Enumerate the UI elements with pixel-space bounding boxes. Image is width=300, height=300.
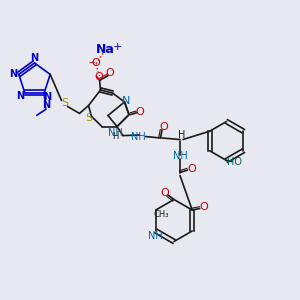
Text: S: S xyxy=(85,113,92,123)
Text: O: O xyxy=(200,202,208,212)
Text: O: O xyxy=(135,106,144,117)
Text: CH₃: CH₃ xyxy=(154,210,169,219)
Text: +: + xyxy=(112,41,122,52)
Text: O: O xyxy=(188,164,196,175)
Text: O: O xyxy=(94,71,103,82)
Text: NH: NH xyxy=(130,131,146,142)
Text: S: S xyxy=(61,98,68,109)
Text: Na: Na xyxy=(96,43,114,56)
Text: N: N xyxy=(30,53,39,64)
Text: N: N xyxy=(122,95,130,106)
Text: O: O xyxy=(105,68,114,79)
Text: O: O xyxy=(92,58,100,68)
Text: NH: NH xyxy=(172,151,188,161)
Text: NH: NH xyxy=(148,231,163,242)
Text: NH: NH xyxy=(108,128,123,138)
Text: –: – xyxy=(88,56,94,70)
Text: H: H xyxy=(112,132,119,141)
Text: O: O xyxy=(160,188,169,199)
Text: HO: HO xyxy=(226,157,242,167)
Text: O: O xyxy=(159,122,168,133)
Text: N: N xyxy=(42,100,50,110)
Text: H: H xyxy=(178,130,185,140)
Text: N: N xyxy=(9,69,17,80)
Text: N: N xyxy=(16,91,24,101)
Text: N: N xyxy=(43,92,51,102)
